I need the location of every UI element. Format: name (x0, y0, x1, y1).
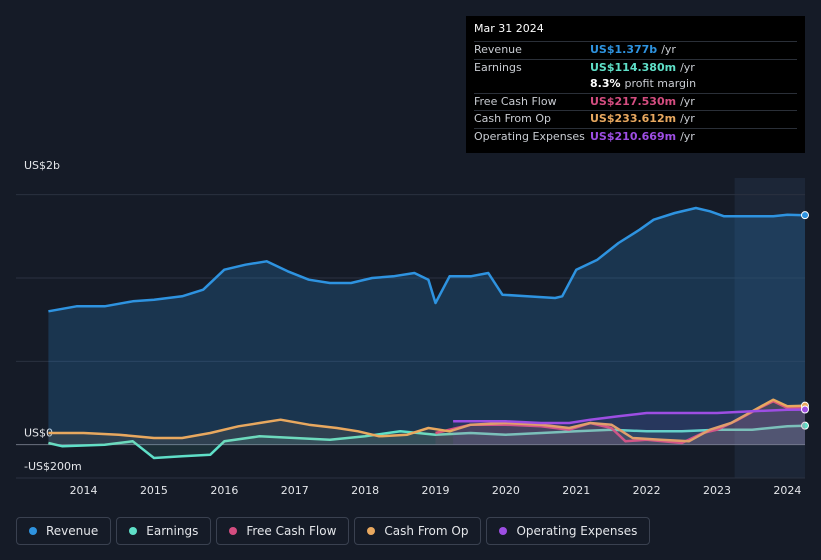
x-tick-label: 2017 (281, 484, 309, 497)
tooltip-label: Cash From Op (474, 112, 552, 125)
legend-dot (129, 527, 138, 535)
x-tick-label: 2019 (421, 484, 449, 497)
tooltip-label: Free Cash Flow (474, 94, 557, 108)
series-area (435, 401, 805, 445)
y-tick-label: -US$200m (24, 460, 82, 473)
tooltip-label (474, 76, 590, 93)
y-tick-label: US$0 (24, 427, 53, 440)
legend-item[interactable]: Earnings (116, 517, 212, 545)
tooltip-value: US$210.669m (590, 129, 677, 143)
legend-label: Operating Expenses (516, 524, 638, 538)
x-tick-label: 2023 (703, 484, 731, 497)
tooltip-unit: profit margin (624, 77, 697, 90)
legend-item[interactable]: Revenue (16, 517, 112, 545)
tooltip-row: 8.3% profit margin (474, 76, 797, 93)
legend-item[interactable]: Operating Expenses (486, 517, 651, 545)
legend-dot (499, 527, 508, 535)
tooltip-unit: /yr (680, 94, 695, 108)
tooltip-value: US$233.612m (590, 112, 677, 125)
tooltip-date: Mar 31 2024 (474, 22, 544, 35)
tooltip-row: Cash From Op US$233.612m/yr (474, 110, 797, 128)
end-dot (801, 211, 809, 220)
x-tick-label: 2021 (562, 484, 590, 497)
tooltip-unit: /yr (661, 43, 676, 56)
end-dot (801, 405, 809, 414)
x-tick-label: 2020 (492, 484, 520, 497)
tooltip-unit: /yr (680, 129, 695, 143)
legend-item[interactable]: Free Cash Flow (216, 517, 350, 545)
legend-label: Free Cash Flow (246, 524, 337, 538)
x-tick-label: 2022 (633, 484, 661, 497)
legend-label: Revenue (46, 524, 99, 538)
series-area (453, 409, 805, 445)
tooltip-row: Free Cash Flow US$217.530m/yr (474, 92, 797, 111)
tooltip-value: 8.3% (590, 77, 621, 90)
x-tick-label: 2015 (140, 484, 168, 497)
tooltip-row: Revenue US$1.377b/yr (474, 41, 797, 59)
legend-dot (367, 527, 376, 535)
legend-label: Cash From Op (384, 524, 469, 538)
series-area (48, 208, 805, 445)
legend-item[interactable]: Cash From Op (354, 517, 482, 545)
tooltip-unit: /yr (680, 60, 695, 74)
tooltip: Mar 31 2024 Revenue US$1.377b/yr Earnings US… (466, 16, 805, 153)
y-top-label: US$2b (24, 159, 60, 172)
tooltip-value: US$1.377b (590, 43, 658, 56)
tooltip-value: US$114.380m (590, 60, 677, 74)
tooltip-label: Revenue (474, 43, 522, 56)
series-line (48, 206, 806, 313)
tooltip-value: US$217.530m (590, 94, 677, 108)
tooltip-row: Operating Expenses US$210.669m/yr (474, 127, 797, 146)
chart: US$2b -US$200m US$0 2014 2015 2016 2017 2018 201… (16, 159, 809, 497)
legend-dot (229, 527, 238, 535)
tooltip-unit: /yr (680, 112, 695, 125)
series-line (48, 424, 806, 460)
tooltip-row: Earnings US$114.380m/yr (474, 58, 797, 77)
series-line (48, 398, 806, 443)
x-tick-label: 2024 (773, 484, 801, 497)
x-tick-label: 2016 (210, 484, 238, 497)
end-dot (801, 421, 809, 430)
legend-label: Earnings (146, 524, 199, 538)
tooltip-label: Earnings (474, 60, 522, 74)
series-line (453, 408, 806, 425)
x-tick-label: 2014 (70, 484, 98, 497)
tooltip-label: Operating Expenses (474, 129, 585, 143)
legend: Revenue Earnings Free Cash Flow Cash From O… (16, 517, 651, 545)
x-tick-label: 2018 (351, 484, 379, 497)
series-area (48, 399, 805, 445)
legend-dot (29, 527, 37, 535)
